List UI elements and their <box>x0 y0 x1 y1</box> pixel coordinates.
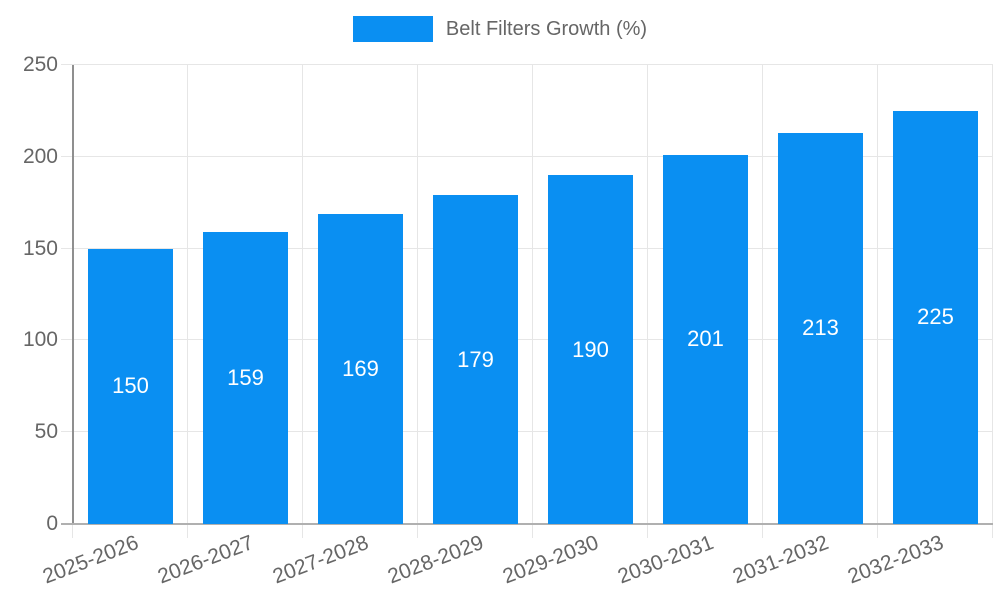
bar[interactable] <box>88 248 173 524</box>
y-tick-label: 0 <box>46 512 58 535</box>
bar[interactable] <box>433 195 518 524</box>
y-tick-label: 150 <box>22 236 58 260</box>
x-tick-label: 2025-2026 <box>39 531 142 589</box>
x-tick-label: 2029-2030 <box>499 531 602 589</box>
x-axis-tick <box>992 524 993 538</box>
y-axis-line <box>72 65 74 524</box>
legend-label: Belt Filters Growth (%) <box>445 17 648 40</box>
chart-legend[interactable]: Belt Filters Growth (%) <box>0 16 1000 42</box>
x-gridline <box>877 65 878 524</box>
y-gridline <box>73 64 993 65</box>
bar[interactable] <box>318 213 403 524</box>
legend-swatch <box>352 16 433 42</box>
x-tick-label: 2028-2029 <box>384 531 487 589</box>
bar[interactable] <box>663 154 748 524</box>
x-gridline <box>187 65 188 524</box>
x-gridline <box>417 65 418 524</box>
x-tick-label: 2031-2032 <box>729 531 832 589</box>
bar[interactable] <box>203 232 288 524</box>
x-axis-tick <box>647 524 648 538</box>
y-tick-label: 100 <box>22 328 58 352</box>
x-axis-tick <box>532 524 533 538</box>
x-axis-tick <box>72 524 73 538</box>
x-gridline <box>302 65 303 524</box>
x-gridline <box>762 65 763 524</box>
bar[interactable] <box>548 175 633 524</box>
bar[interactable] <box>778 132 863 524</box>
x-tick-label: 2030-2031 <box>614 531 717 589</box>
y-tick-label: 250 <box>22 53 58 76</box>
x-gridline <box>992 65 993 524</box>
bar[interactable] <box>893 110 978 524</box>
x-axis-line <box>61 523 993 525</box>
y-tick-label: 50 <box>34 420 58 444</box>
x-gridline <box>647 65 648 524</box>
x-axis-tick <box>762 524 763 538</box>
x-axis-tick <box>187 524 188 538</box>
x-tick-label: 2027-2028 <box>269 531 372 589</box>
y-tick-label: 200 <box>22 144 58 168</box>
x-tick-label: 2032-2033 <box>844 531 947 589</box>
x-axis-tick <box>417 524 418 538</box>
x-axis-tick <box>302 524 303 538</box>
x-gridline <box>532 65 533 524</box>
x-axis-tick <box>877 524 878 538</box>
x-tick-label: 2026-2027 <box>154 531 257 589</box>
